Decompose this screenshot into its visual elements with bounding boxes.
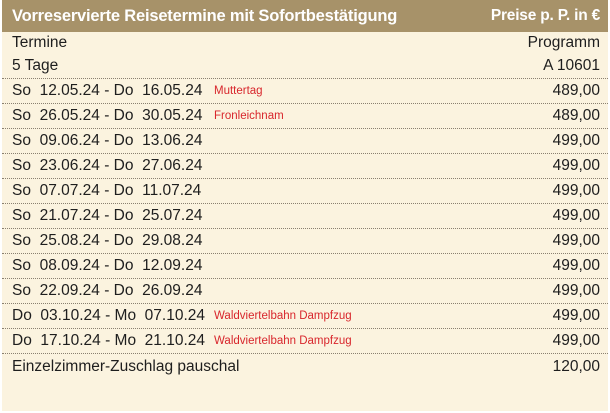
- table-row: So 22.09.24 - Do 26.09.24 499,00: [2, 279, 608, 304]
- duration-label: 5 Tage: [12, 56, 59, 74]
- date-range: So 09.06.24 - Do 13.06.24: [12, 132, 203, 149]
- date-range: So 21.07.24 - Do 25.07.24: [12, 207, 203, 224]
- table-row: So 21.07.24 - Do 25.07.24 499,00: [2, 204, 608, 229]
- column-programm: Programm: [527, 33, 600, 51]
- date-price: 499,00: [552, 307, 600, 324]
- date-price: 499,00: [552, 207, 600, 224]
- table-title: Vorreservierte Reisetermine mit Sofortbe…: [12, 6, 398, 25]
- date-range: So 07.07.24 - Do 11.07.24: [12, 182, 202, 199]
- date-range: Do 17.10.24 - Mo 21.10.24: [12, 332, 206, 349]
- program-code: A 10601: [543, 56, 600, 74]
- date-price: 499,00: [552, 157, 600, 174]
- date-list: So 12.05.24 - Do 16.05.24 Muttertag 489,00…: [2, 79, 608, 354]
- date-range: So 12.05.24 - Do 16.05.24: [12, 82, 203, 99]
- table-row: So 23.06.24 - Do 27.06.24 499,00: [2, 154, 608, 179]
- date-range: So 22.09.24 - Do 26.09.24: [12, 282, 203, 299]
- table-row: So 12.05.24 - Do 16.05.24 Muttertag 489,00: [2, 79, 608, 104]
- duration-row: 5 Tage A 10601: [2, 53, 608, 79]
- supplement-row: Einzelzimmer-Zuschlag pauschal 120,00: [2, 354, 608, 379]
- table-row: So 26.05.24 - Do 30.05.24 Fronleichnam 489…: [2, 104, 608, 129]
- table-row: Do 03.10.24 - Mo 07.10.24 Waldviertelbahn…: [2, 304, 608, 329]
- date-range: So 23.06.24 - Do 27.06.24: [12, 157, 203, 174]
- date-price: 499,00: [552, 332, 600, 349]
- column-header-row: Termine Programm: [2, 32, 608, 53]
- date-price: 489,00: [552, 82, 600, 99]
- date-range: So 25.08.24 - Do 29.08.24: [12, 232, 203, 249]
- date-range: So 08.09.24 - Do 12.09.24: [12, 257, 203, 274]
- date-note: Fronleichnam: [214, 110, 284, 122]
- date-price: 499,00: [552, 232, 600, 249]
- date-price: 499,00: [552, 282, 600, 299]
- supplement-label: Einzelzimmer-Zuschlag pauschal: [12, 357, 240, 375]
- date-note: Waldviertelbahn Dampfzug: [214, 310, 352, 322]
- table-row: So 25.08.24 - Do 29.08.24 499,00: [2, 229, 608, 254]
- date-price: 489,00: [552, 107, 600, 124]
- table-row: So 07.07.24 - Do 11.07.24 499,00: [2, 179, 608, 204]
- price-unit-label: Preise p. P. in €: [490, 7, 600, 24]
- date-price: 499,00: [552, 132, 600, 149]
- table-row: Do 17.10.24 - Mo 21.10.24 Waldviertelbahn…: [2, 329, 608, 354]
- table-header: Vorreservierte Reisetermine mit Sofortbe…: [2, 0, 608, 32]
- date-range: So 26.05.24 - Do 30.05.24: [12, 107, 203, 124]
- table-row: So 08.09.24 - Do 12.09.24 499,00: [2, 254, 608, 279]
- date-note: Waldviertelbahn Dampfzug: [214, 335, 352, 347]
- supplement-price: 120,00: [552, 357, 600, 375]
- date-note: Muttertag: [214, 85, 263, 97]
- date-range: Do 03.10.24 - Mo 07.10.24: [12, 307, 206, 324]
- date-price: 499,00: [552, 257, 600, 274]
- table-row: So 09.06.24 - Do 13.06.24 499,00: [2, 129, 608, 154]
- date-price: 499,00: [552, 182, 600, 199]
- column-termine: Termine: [12, 33, 68, 51]
